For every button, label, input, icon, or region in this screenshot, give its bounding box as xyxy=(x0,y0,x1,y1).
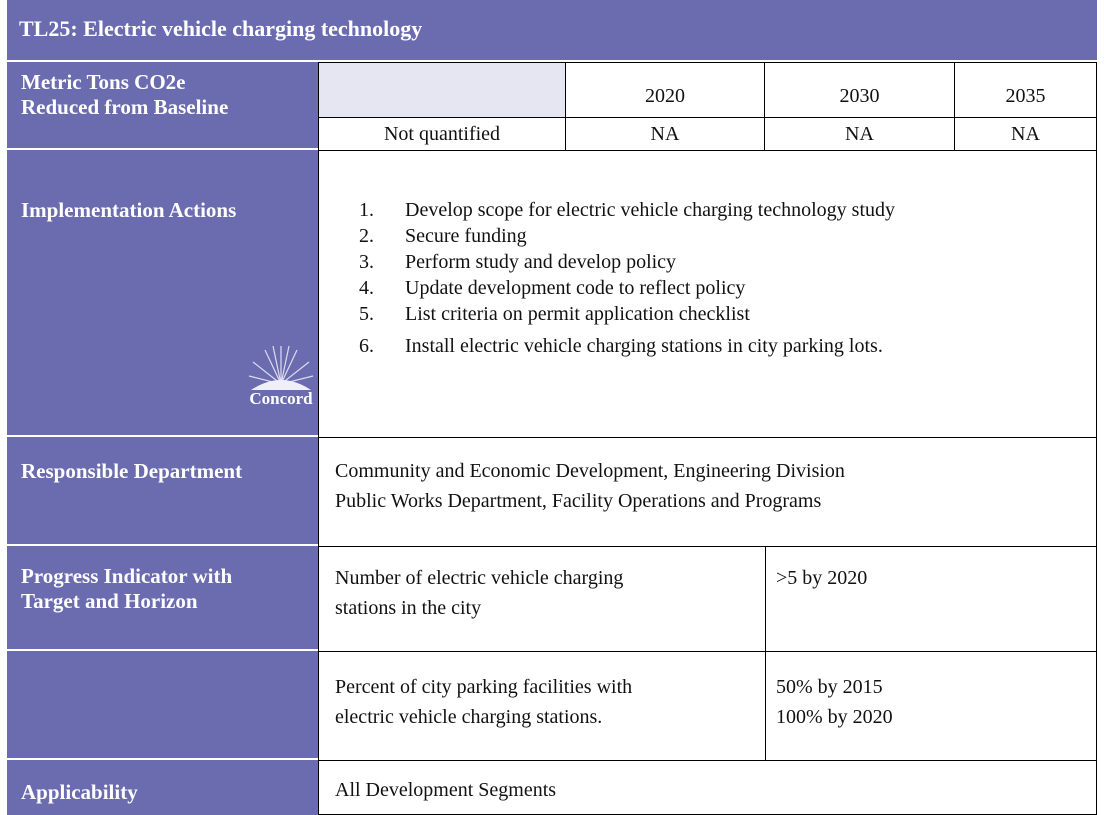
logo-text: Concord xyxy=(249,389,313,408)
value: Not quantified xyxy=(383,123,501,145)
target-cell: >5 by 2020 xyxy=(765,546,1097,652)
responsible-label: Responsible Department xyxy=(7,437,318,546)
value-cell: NA xyxy=(954,117,1097,151)
value: NA xyxy=(845,123,874,145)
line: Metric Tons CO2e xyxy=(21,70,186,94)
value-cell: NA xyxy=(565,117,765,151)
year-cell: 2020 xyxy=(565,62,765,118)
action: 2. Secure funding xyxy=(359,223,1096,249)
empty-header-cell xyxy=(318,62,566,118)
value: NA xyxy=(1011,123,1040,145)
action-number: 1. xyxy=(359,199,374,221)
label: Applicability xyxy=(21,780,138,804)
line: >5 by 2020 xyxy=(776,567,868,589)
action-number: 4. xyxy=(359,277,374,299)
action: 4. Update development code to reflect pol… xyxy=(359,275,1096,301)
label: Responsible Department xyxy=(21,459,243,483)
year-cell: 2030 xyxy=(764,62,955,118)
line: stations in the city xyxy=(335,597,482,619)
target-cell: 50% by 2015 100% by 2020 xyxy=(765,651,1097,761)
year: 2030 xyxy=(839,85,880,107)
line: Public Works Department, Facility Operat… xyxy=(335,490,822,512)
action-text: Perform study and develop policy xyxy=(405,251,677,273)
progress-label: Progress Indicator with Target and Horizo… xyxy=(7,546,318,651)
title: TL25: Electric vehicle charging technolo… xyxy=(19,16,423,41)
label: Implementation Actions xyxy=(21,198,237,222)
line: Percent of city parking facilities with xyxy=(335,676,633,698)
value: All Development Segments xyxy=(335,779,557,801)
year: 2035 xyxy=(1005,85,1046,107)
metric-label: Metric Tons CO2e Reduced from Baseline xyxy=(7,62,318,150)
action: 6. Install electric vehicle charging stat… xyxy=(359,333,1096,359)
implementation-label: Implementation Actions Concord xyxy=(7,150,318,437)
action-number: 6. xyxy=(359,335,374,357)
indicator-cell: Percent of city parking facilities with e… xyxy=(318,651,766,761)
line: 100% by 2020 xyxy=(776,706,893,728)
value-cell: NA xyxy=(764,117,955,151)
year-cell: 2035 xyxy=(954,62,1097,118)
applicability-label: Applicability xyxy=(7,760,318,815)
line: Reduced from Baseline xyxy=(21,95,229,119)
line: Number of electric vehicle charging xyxy=(335,567,624,589)
line: Target and Horizon xyxy=(21,589,198,613)
title-bar: TL25: Electric vehicle charging technolo… xyxy=(7,0,1097,62)
action-text: Secure funding xyxy=(405,225,527,247)
action-text: Update development code to reflect polic… xyxy=(405,277,746,299)
progress-label-continued xyxy=(7,651,318,760)
logo: Concord xyxy=(248,345,313,408)
action: 5. List criteria on permit application ch… xyxy=(359,301,1096,327)
action-number: 3. xyxy=(359,251,374,273)
value: NA xyxy=(650,123,680,145)
line: Progress Indicator with xyxy=(21,564,233,588)
indicator-cell: Number of electric vehicle charging stati… xyxy=(318,546,766,652)
action: 1. Develop scope for electric vehicle cha… xyxy=(359,197,1096,223)
action: 3. Perform study and develop policy xyxy=(359,249,1096,275)
action-number: 5. xyxy=(359,303,374,325)
action-text: Install electric vehicle charging statio… xyxy=(405,335,883,357)
year: 2020 xyxy=(645,85,685,107)
action-text: Develop scope for electric vehicle charg… xyxy=(405,199,896,221)
action-number: 2. xyxy=(359,225,374,247)
action-text: List criteria on permit application chec… xyxy=(405,303,750,325)
line: 50% by 2015 xyxy=(776,676,883,698)
actions-cell: 1. Develop scope for electric vehicle cha… xyxy=(318,150,1097,438)
responsible-cell: Community and Economic Development, Engi… xyxy=(318,437,1097,547)
line: electric vehicle charging stations. xyxy=(335,706,603,728)
line: Community and Economic Development, Engi… xyxy=(335,460,845,482)
applicability-cell: All Development Segments xyxy=(318,760,1097,815)
value-cell: Not quantified xyxy=(318,117,566,151)
